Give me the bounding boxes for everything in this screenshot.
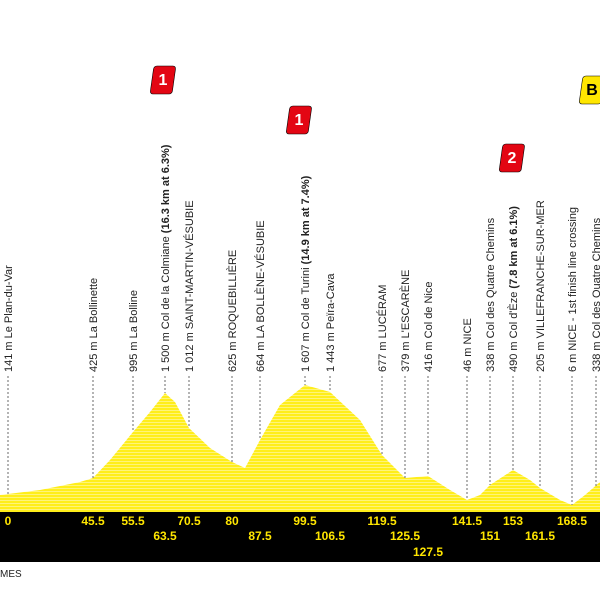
waypoint-name: 1 443 m Peïra-Cava [325, 273, 337, 372]
waypoint-name: 490 m Col d'Èze [507, 289, 520, 372]
waypoint-name: 625 m ROQUEBILLIÈRE [226, 250, 239, 372]
km-label: 63.5 [153, 529, 177, 543]
waypoint-label: 425 m La Bollinette [88, 278, 100, 372]
km-label: 70.5 [177, 514, 201, 528]
badge-text: 2 [508, 150, 517, 167]
waypoint-label: 1 500 m Col de la Colmiane (16.3 km at 6… [160, 144, 172, 372]
waypoint-label: 416 m Col de Nice [423, 282, 435, 373]
badge-flag [579, 75, 600, 105]
waypoint-name: 1 607 m Col de Turini [300, 264, 312, 372]
km-label: 87.5 [248, 529, 272, 543]
waypoint-name: 1 012 m SAINT-MARTIN-VÉSUBIE [183, 200, 196, 372]
waypoint-name: 46 m NICE [462, 318, 474, 372]
climb-detail: (7.8 km at 6.1%) [508, 206, 520, 289]
waypoint-label: 677 m LUCÉRAM [376, 285, 389, 372]
waypoint-label: 1 443 m Peïra-Cava [325, 273, 337, 372]
waypoint-label: 625 m ROQUEBILLIÈRE [226, 250, 239, 372]
km-label: 168.5 [557, 514, 587, 528]
waypoint-label: 338 m Col des Quatre Chemins [591, 217, 600, 372]
badge-flag [286, 105, 312, 135]
km-label: 127.5 [413, 545, 443, 559]
waypoint-name: 6 m NICE - 1st finish line crossing [567, 207, 579, 372]
km-label: 161.5 [525, 529, 555, 543]
waypoint-name: 416 m Col de Nice [423, 282, 435, 373]
km-label: 106.5 [315, 529, 345, 543]
km-label: 99.5 [293, 514, 317, 528]
waypoint-name: 1 500 m Col de la Colmiane [160, 233, 172, 372]
waypoint-name: 338 m Col des Quatre Chemins [485, 217, 497, 372]
badge-text: B [586, 82, 598, 99]
climb-detail: (16.3 km at 6.3%) [160, 144, 172, 233]
waypoint-label: 664 m LA BOLLÈNE-VÉSUBIE [254, 220, 267, 372]
km-label: 0 [5, 514, 12, 528]
km-label: 55.5 [121, 514, 145, 528]
km-label: 153 [503, 514, 523, 528]
waypoint-name: 379 m L'ESCARÈNE [399, 270, 412, 372]
waypoints: 141 m Le Plan-du-Var 0 425 m La Bollinette… [3, 144, 600, 559]
climb-badges: 1 1 2 B [150, 65, 600, 173]
waypoint-label: 379 m L'ESCARÈNE [399, 270, 412, 372]
badge-flag [150, 65, 176, 95]
waypoint-name: 141 m Le Plan-du-Var [3, 265, 15, 372]
waypoint-name: 205 m VILLEFRANCHE-SUR-MER [535, 200, 547, 372]
waypoint-label: 995 m La Bolline [128, 290, 140, 372]
footer-text: MES [0, 569, 22, 580]
waypoint-name: 425 m La Bollinette [88, 278, 100, 372]
km-label: 80 [225, 514, 239, 528]
waypoint-label: 1 607 m Col de Turini (14.9 km at 7.4%) [300, 175, 312, 372]
climb-detail: (14.9 km at 7.4%) [300, 175, 312, 264]
badge-text: 1 [295, 112, 304, 129]
waypoint-label: 338 m Col des Quatre Chemins [485, 217, 497, 372]
badge-flag [499, 143, 525, 173]
km-label: 125.5 [390, 529, 420, 543]
waypoint-name: 995 m La Bolline [128, 290, 140, 372]
waypoint-label: 1 012 m SAINT-MARTIN-VÉSUBIE [183, 200, 196, 372]
waypoint-label: 205 m VILLEFRANCHE-SUR-MER [535, 200, 547, 372]
waypoint-label: 141 m Le Plan-du-Var [3, 265, 15, 372]
km-band [0, 512, 600, 562]
km-label: 119.5 [367, 514, 397, 528]
elevation-profile [0, 385, 600, 512]
waypoint-label: 46 m NICE [462, 318, 474, 372]
waypoint-name: 338 m Col des Quatre Chemins [591, 217, 600, 372]
waypoint-label: 490 m Col d'Èze (7.8 km at 6.1%) [507, 206, 520, 372]
waypoint-name: 677 m LUCÉRAM [376, 285, 389, 372]
waypoint-name: 664 m LA BOLLÈNE-VÉSUBIE [254, 220, 267, 372]
km-label: 151 [480, 529, 500, 543]
km-label: 45.5 [81, 514, 105, 528]
badge-text: 1 [159, 72, 168, 89]
km-label: 141.5 [452, 514, 482, 528]
waypoint-label: 6 m NICE - 1st finish line crossing [567, 207, 579, 372]
